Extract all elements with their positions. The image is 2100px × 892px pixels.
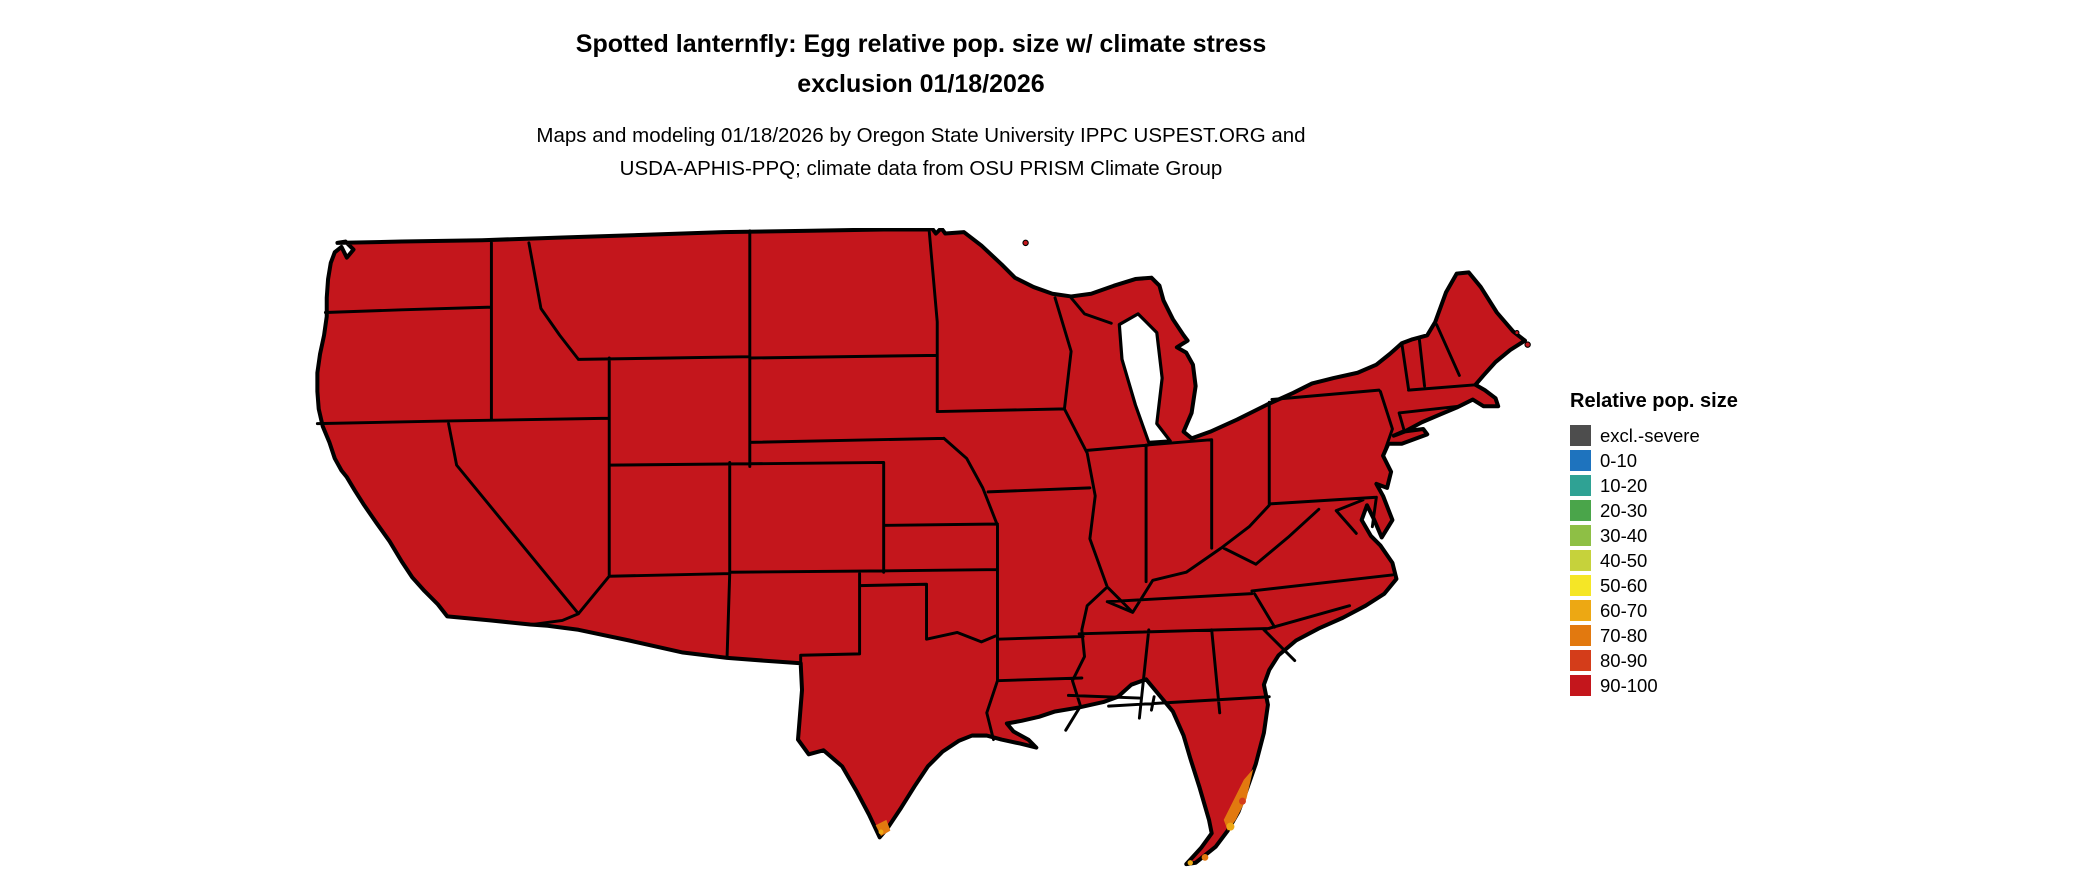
legend-item: excl.-severe (1570, 423, 1870, 448)
legend-label: 40-50 (1600, 549, 1648, 571)
maine-coast-speck (1514, 330, 1520, 336)
legend-swatch (1570, 475, 1591, 496)
legend-title: Relative pop. size (1570, 390, 1738, 412)
legend-item: 90-100 (1570, 673, 1870, 698)
keys-orange-dot (1201, 854, 1209, 861)
lake-michigan (1117, 312, 1172, 444)
legend-label: 70-80 (1600, 624, 1648, 646)
title-line-2: exclusion 01/18/2026 (797, 70, 1045, 98)
legend-label: 60-70 (1600, 599, 1648, 621)
legend-item: 0-10 (1570, 448, 1870, 473)
legend-item: 30-40 (1570, 523, 1870, 548)
figure-header: Spotted lanternfly: Egg relative pop. si… (0, 24, 1842, 186)
figure-title: Spotted lanternfly: Egg relative pop. si… (0, 24, 1842, 104)
legend-item: 50-60 (1570, 573, 1870, 598)
legend-label: 30-40 (1600, 524, 1648, 546)
legend-item: 80-90 (1570, 648, 1870, 673)
figure-subtitle: Maps and modeling 01/18/2026 by Oregon S… (0, 120, 1842, 186)
legend-item: 40-50 (1570, 548, 1870, 573)
subtitle-line-2: USDA-APHIS-PPQ; climate data from OSU PR… (619, 156, 1223, 180)
florida-redorange-dot (1239, 797, 1246, 805)
isle-royale-speck (1022, 239, 1029, 247)
legend-swatch (1570, 500, 1591, 521)
maine-coast-speck (1524, 341, 1531, 348)
map-legend: Relative pop. size excl.-severe 0-10 10-20… (1570, 390, 1870, 698)
legend-swatch (1570, 650, 1591, 671)
florida-yellow-orange-dot (1226, 822, 1235, 831)
legend-label: 50-60 (1600, 574, 1648, 596)
us-choropleth-map (315, 228, 1531, 867)
legend-label: 20-30 (1600, 499, 1648, 521)
legend-label: 10-20 (1600, 474, 1648, 496)
keys-yellow-dot (1187, 860, 1193, 866)
legend-item: 10-20 (1570, 473, 1870, 498)
legend-swatch (1570, 675, 1591, 696)
subtitle-line-1: Maps and modeling 01/18/2026 by Oregon S… (536, 124, 1306, 147)
legend-label: 80-90 (1600, 649, 1648, 671)
legend-item: 60-70 (1570, 598, 1870, 623)
state-boundaries (315, 229, 1477, 742)
legend-swatch (1570, 425, 1591, 446)
florida-orange-patch (1223, 769, 1254, 831)
legend-label: 0-10 (1600, 449, 1638, 471)
legend-item: 70-80 (1570, 623, 1870, 648)
legend-label: excl.-severe (1600, 424, 1700, 446)
legend-items: excl.-severe 0-10 10-20 20-30 30-40 40-50 50-6… (1570, 423, 1870, 698)
legend-swatch (1570, 550, 1591, 571)
us-landmass (315, 228, 1527, 867)
title-line-1: Spotted lanternfly: Egg relative pop. si… (575, 30, 1267, 58)
legend-swatch (1570, 450, 1591, 471)
legend-label: 90-100 (1600, 674, 1658, 696)
legend-item: 20-30 (1570, 498, 1870, 523)
legend-swatch (1570, 575, 1591, 596)
texas-tip-yellow-dot (878, 829, 884, 835)
legend-swatch (1570, 525, 1591, 546)
legend-swatch (1570, 625, 1591, 646)
legend-swatch (1570, 600, 1591, 621)
